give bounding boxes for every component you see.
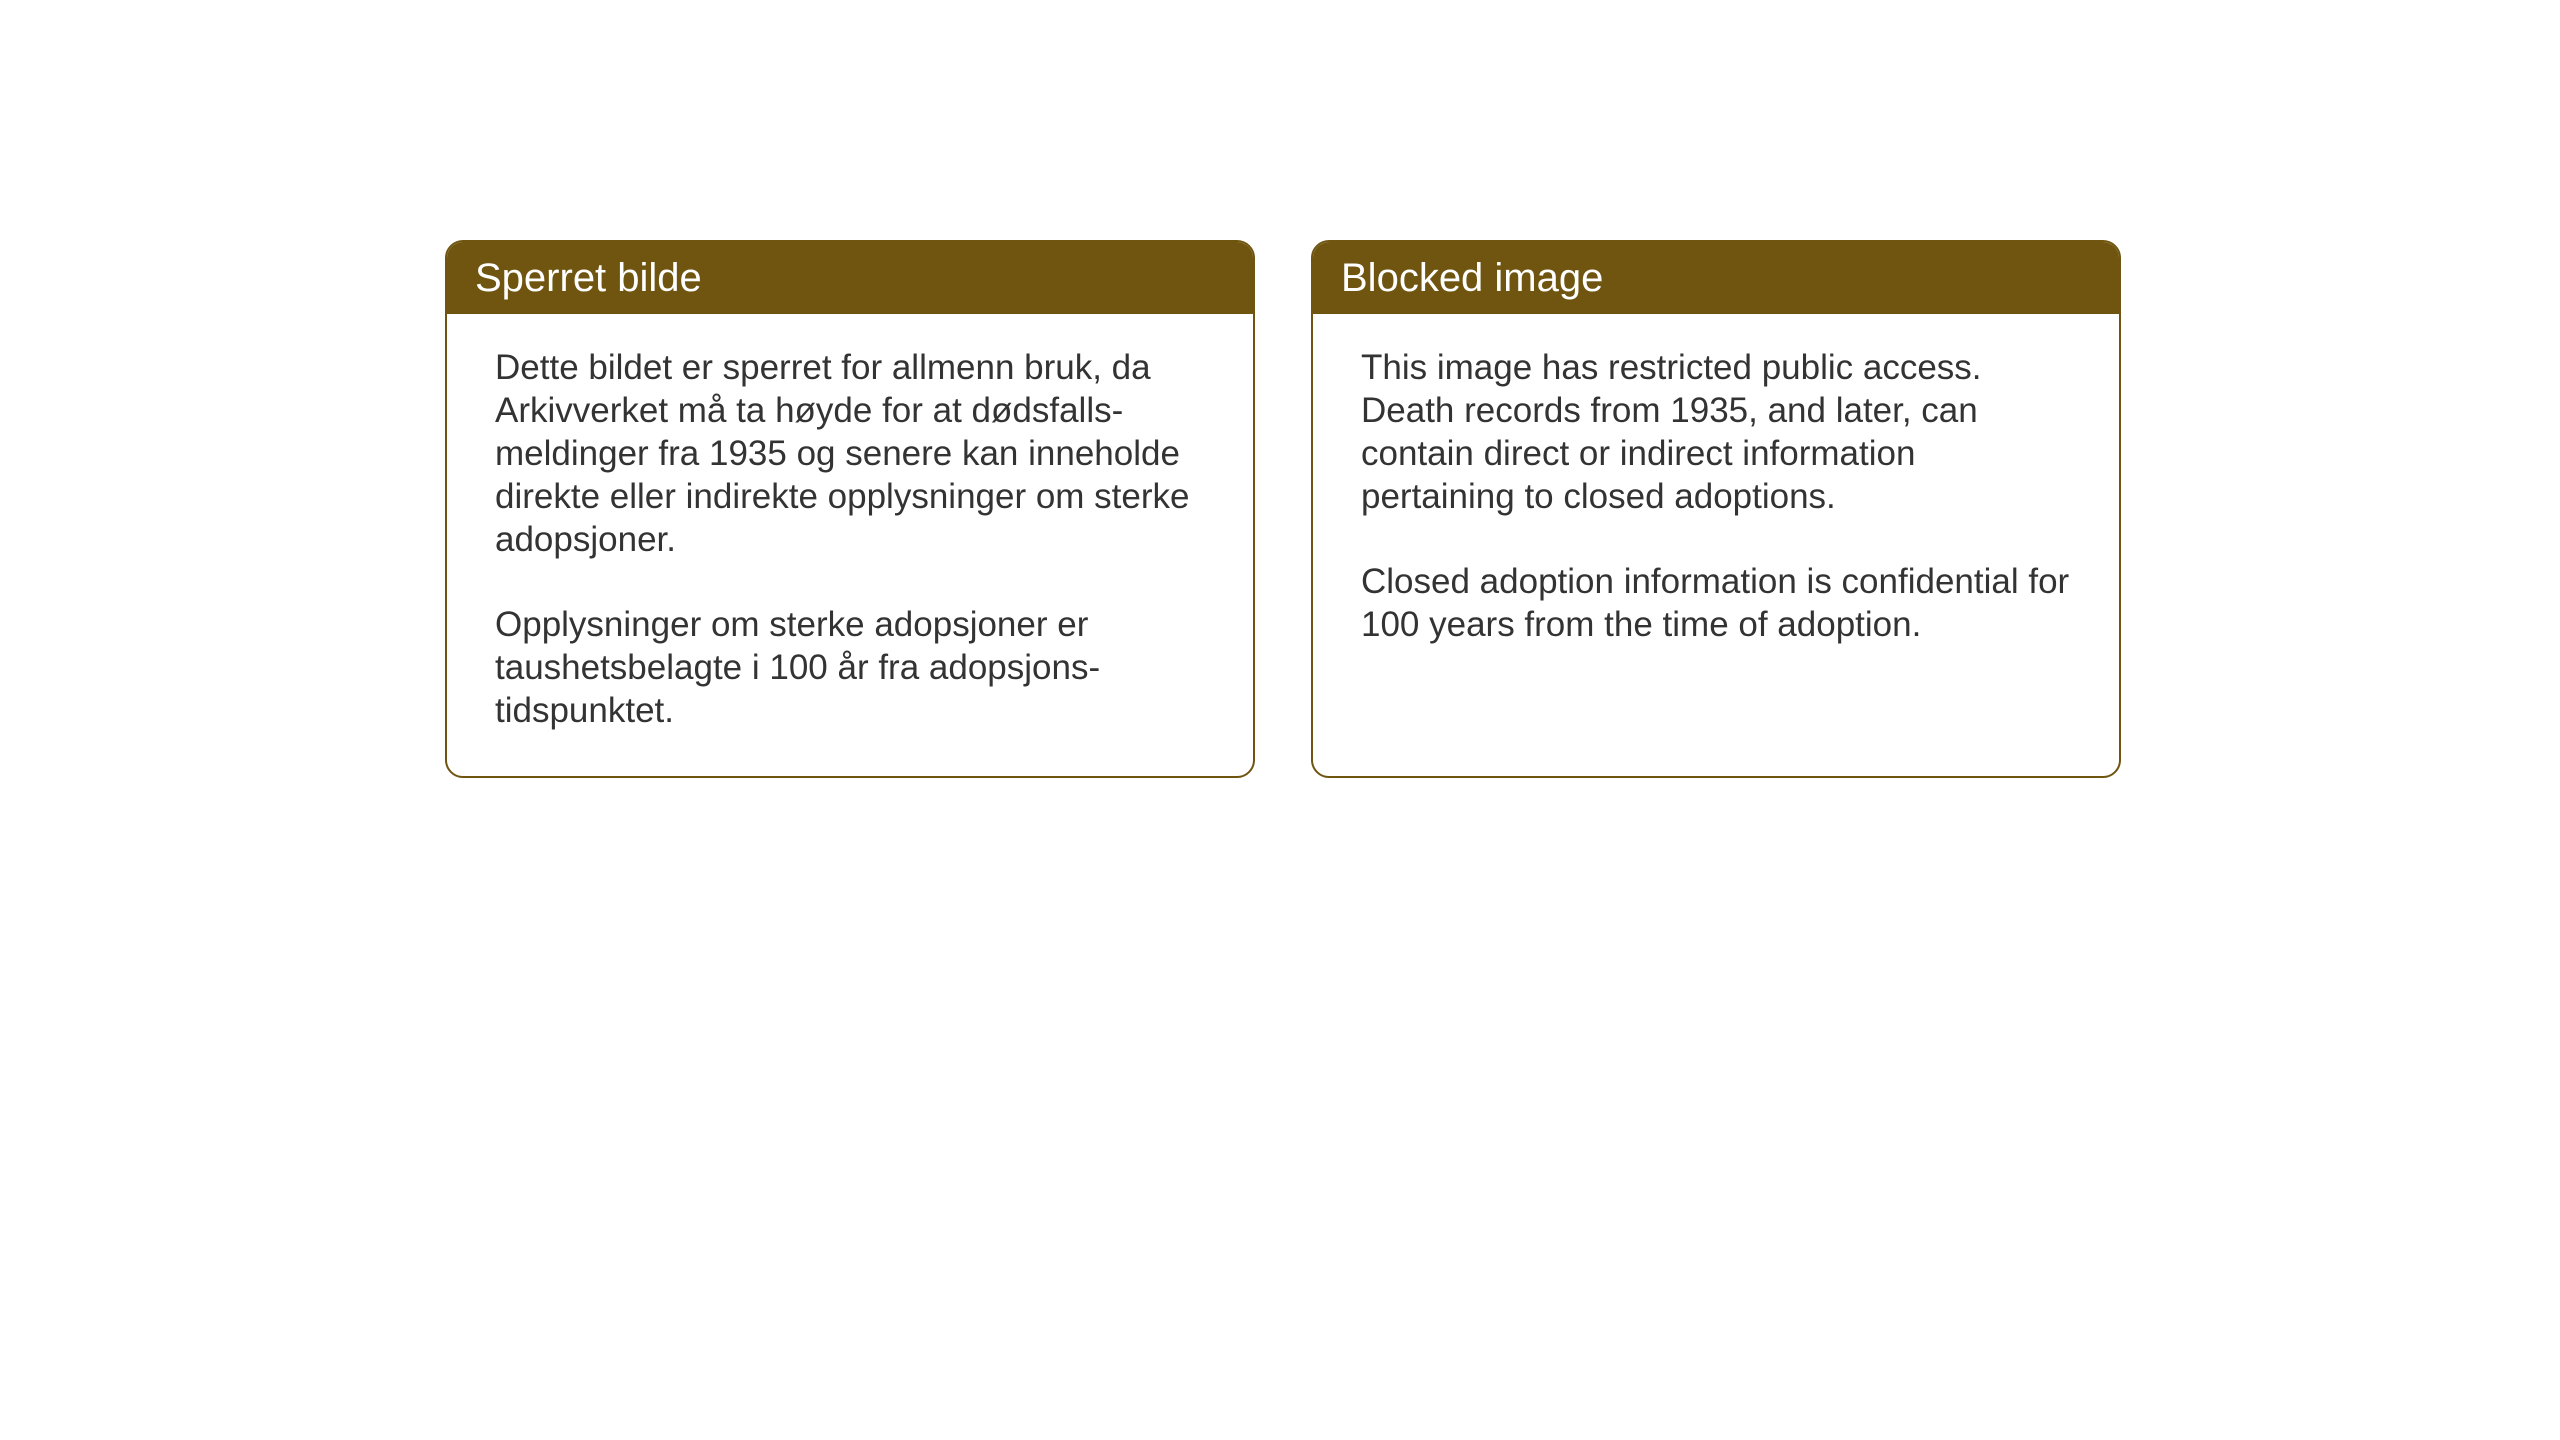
cards-container: Sperret bilde Dette bildet er sperret fo…	[445, 240, 2121, 778]
card-norwegian: Sperret bilde Dette bildet er sperret fo…	[445, 240, 1255, 778]
card-title-norwegian: Sperret bilde	[447, 242, 1253, 314]
card-english: Blocked image This image has restricted …	[1311, 240, 2121, 778]
card-paragraph-2: Closed adoption information is confident…	[1361, 560, 2071, 646]
card-body-norwegian: Dette bildet er sperret for allmenn bruk…	[447, 314, 1253, 776]
card-body-english: This image has restricted public access.…	[1313, 314, 2119, 690]
card-paragraph-2: Opplysninger om sterke adopsjoner er tau…	[495, 603, 1205, 732]
card-paragraph-1: Dette bildet er sperret for allmenn bruk…	[495, 346, 1205, 561]
card-title-english: Blocked image	[1313, 242, 2119, 314]
card-paragraph-1: This image has restricted public access.…	[1361, 346, 2071, 518]
